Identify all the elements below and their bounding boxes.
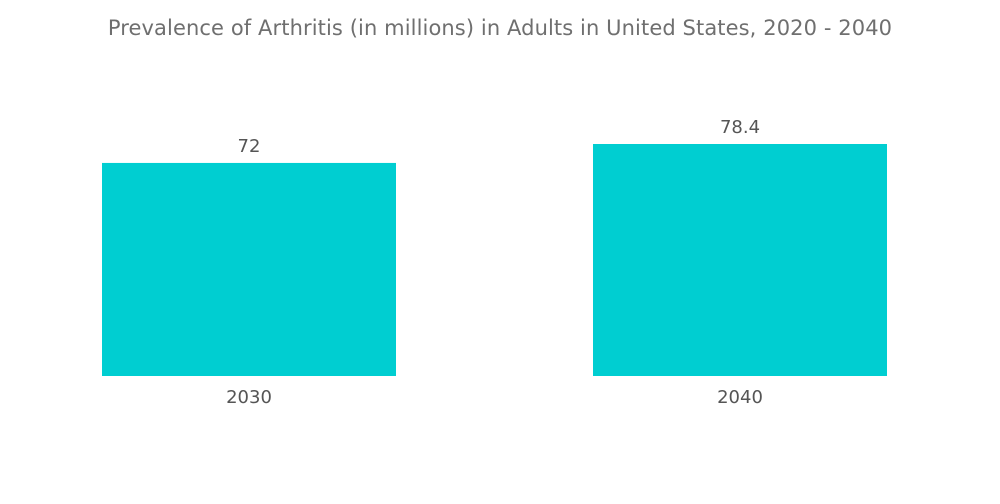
x-tick-label-2040: 2040 (717, 387, 763, 408)
bar-2030 (102, 162, 396, 376)
chart-title: Prevalence of Arthritis (in millions) in… (107, 16, 893, 40)
bar-2040 (593, 144, 887, 376)
data-label-2040: 78.4 (720, 117, 760, 138)
data-label-2030: 72 (238, 136, 261, 157)
labels-group: 72 2030 78.4 2040 (226, 117, 763, 408)
x-tick-label-2030: 2030 (226, 387, 272, 408)
bars-group (102, 144, 887, 376)
